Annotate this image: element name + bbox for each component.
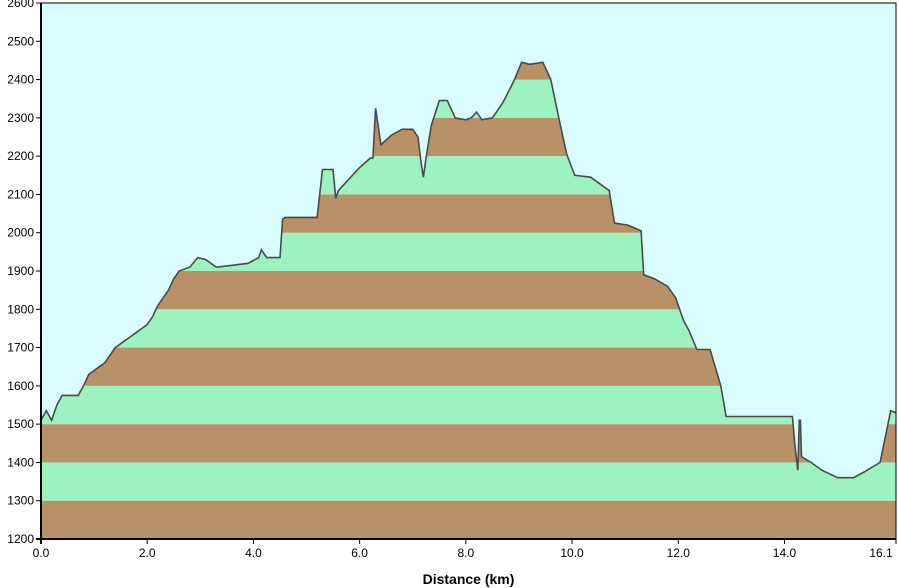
y-tick-label: 1800 xyxy=(7,302,34,316)
y-axis-ticks: 1200 1300 1400 1500 1600 1700 1800 1900 2000 2100… xyxy=(7,0,41,546)
x-tick-label: 12.0 xyxy=(667,546,691,560)
y-tick-label: 2300 xyxy=(7,111,34,125)
elevation-band xyxy=(41,462,896,501)
y-tick-label: 2200 xyxy=(7,149,34,163)
x-tick-label: 0.0 xyxy=(33,546,50,560)
y-tick-label: 1400 xyxy=(7,455,34,469)
y-tick-label: 2400 xyxy=(7,73,34,87)
x-tick-label: 6.0 xyxy=(351,546,368,560)
sky-above-profile xyxy=(41,3,896,478)
y-tick-label: 1200 xyxy=(7,532,34,546)
elevation-band xyxy=(41,424,896,463)
x-axis-ticks: 0.0 2.0 4.0 6.0 8.0 10.0 12.0 14.0 16.1 xyxy=(33,539,897,560)
y-tick-label: 2100 xyxy=(7,187,34,201)
y-tick-label: 1700 xyxy=(7,341,34,355)
y-tick-label: 1300 xyxy=(7,494,34,508)
x-tick-label: 10.0 xyxy=(560,546,584,560)
y-tick-label: 2600 xyxy=(7,0,34,10)
y-tick-label: 2500 xyxy=(7,34,34,48)
y-tick-label: 1500 xyxy=(7,417,34,431)
y-tick-label: 2000 xyxy=(7,226,34,240)
y-tick-label: 1600 xyxy=(7,379,34,393)
x-axis-label: Distance (km) xyxy=(423,571,515,587)
x-tick-label: 14.0 xyxy=(773,546,797,560)
x-tick-label: 8.0 xyxy=(458,546,475,560)
x-tick-label: 4.0 xyxy=(245,546,262,560)
x-tick-label: 2.0 xyxy=(139,546,156,560)
y-tick-label: 1900 xyxy=(7,264,34,278)
x-tick-label: 16.1 xyxy=(869,546,893,560)
elevation-band xyxy=(41,500,896,539)
elevation-profile-line xyxy=(40,61,897,479)
